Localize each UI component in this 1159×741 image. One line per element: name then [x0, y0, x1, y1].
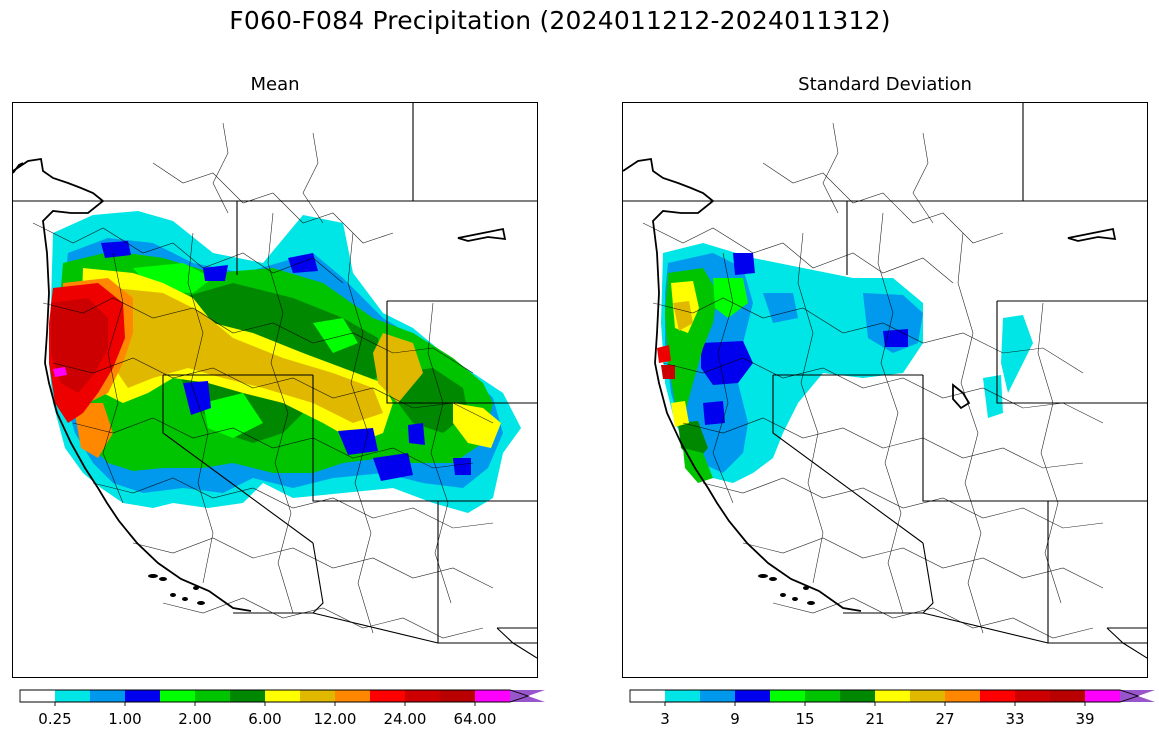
stddev-colorbar-tick-label: 3: [660, 710, 670, 728]
mean-colorbar-tick-label: 64.00: [453, 710, 497, 728]
stddev-colorbar-swatch: [805, 690, 841, 702]
map-mean: [12, 102, 538, 678]
colorbar-stddev: [629, 689, 1155, 706]
panel-title-mean: Mean: [250, 74, 300, 95]
stddev-colorbar-tick-label: 15: [795, 710, 815, 728]
panel-title-stddev: Standard Deviation: [798, 74, 972, 95]
mean-colorbar-swatch: [195, 690, 231, 702]
stddev-colorbar-swatch: [945, 690, 981, 702]
stddev-colorbar-swatch: [1085, 690, 1121, 702]
mean-colorbar-swatch: [160, 690, 196, 702]
figure-title: F060-F084 Precipitation (2024011212-2024…: [229, 6, 891, 35]
mean-colorbar-swatch: [20, 690, 56, 702]
mean-colorbar-tick-label: 6.00: [248, 710, 282, 728]
stddev-colorbar-swatch: [910, 690, 946, 702]
mean-colorbar-swatch: [370, 690, 406, 702]
coastline: [13, 157, 507, 612]
precip-shading: [49, 211, 521, 513]
stddev-colorbar-tick-label: 9: [730, 710, 740, 728]
mean-colorbar-swatch: [230, 690, 266, 702]
mean-colorbar-swatch: [475, 690, 511, 702]
islands-sd: [758, 574, 815, 605]
mean-colorbar-outline: [19, 689, 530, 703]
stddev-colorbar-swatch: [700, 690, 736, 702]
basin-boundaries: [32, 122, 494, 639]
stddev-colorbar-swatch: [630, 690, 666, 702]
mean-colorbar-swatch: [265, 690, 301, 702]
stddev-colorbar-swatch: [980, 690, 1016, 702]
stddev-colorbar-swatch: [1015, 690, 1051, 702]
political-borders-sd: [623, 103, 1147, 659]
stddev-colorbar-tick-label: 39: [1075, 710, 1095, 728]
mean-colorbar-swatch: [125, 690, 161, 702]
mean-colorbar-swatch: [405, 690, 441, 702]
mean-colorbar-swatch: [440, 690, 476, 702]
colorbar-mean-svg: [19, 689, 545, 706]
stddev-colorbar-tick-label: 27: [935, 710, 955, 728]
mean-colorbar-swatch: [335, 690, 371, 702]
stddev-colorbar-outline: [629, 689, 1140, 703]
political-borders: [13, 103, 537, 659]
stddev-colorbar-swatch: [735, 690, 771, 702]
stddev-colorbar-swatch: [1050, 690, 1086, 702]
mean-colorbar-tick-label: 0.25: [38, 710, 72, 728]
stddev-colorbar-tick-label: 33: [1005, 710, 1025, 728]
mean-colorbar-tick-label: 24.00: [383, 710, 427, 728]
stddev-colorbar-tick-label: 21: [865, 710, 885, 728]
colorbar-mean: [19, 689, 545, 706]
stddev-colorbar-swatch: [875, 690, 911, 702]
stddev-colorbar-swatch: [770, 690, 806, 702]
basin-boundaries-sd: [642, 122, 1104, 639]
mean-colorbar-swatch: [300, 690, 336, 702]
coastline-sd: [623, 157, 1117, 612]
mean-colorbar-tick-label: 12.00: [313, 710, 357, 728]
mean-colorbar-swatch: [55, 690, 91, 702]
stddev-shading: [657, 243, 1033, 483]
islands: [148, 574, 205, 605]
map-stddev: [622, 102, 1148, 678]
colorbar-stddev-svg: [629, 689, 1155, 706]
stddev-colorbar-swatch: [665, 690, 701, 702]
mean-colorbar-tick-label: 1.00: [108, 710, 142, 728]
mean-colorbar-tick-label: 2.00: [178, 710, 212, 728]
mean-colorbar-swatch: [90, 690, 126, 702]
stddev-colorbar-swatch: [840, 690, 876, 702]
